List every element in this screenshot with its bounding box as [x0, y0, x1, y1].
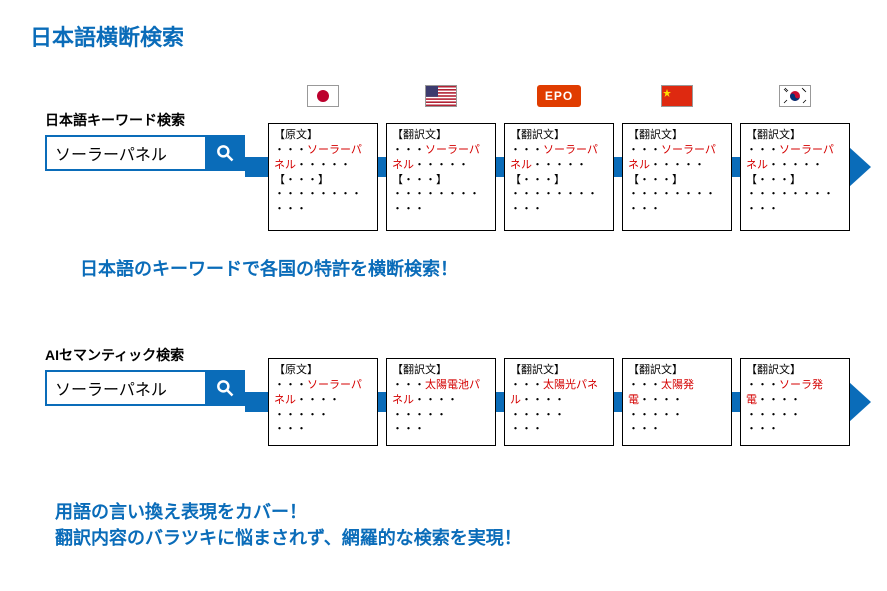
- arrow-head-2: [849, 382, 871, 422]
- result-card: 【翻訳文】 ・・・太陽発電・・・・ ・・・・・・・・: [622, 358, 732, 446]
- flag-us: [425, 85, 457, 107]
- result-card: 【翻訳文】 ・・・ソーラーパネル・・・・・ 【・・・】・・・・・・・・・・・: [740, 123, 850, 231]
- result-card: 【翻訳文】 ・・・ソーラーパネル・・・・・ 【・・・】・・・・・・・・・・・: [622, 123, 732, 231]
- result-card: 【翻訳文】 ・・・太陽電池パネル・・・・ ・・・・・・・・: [386, 358, 496, 446]
- search-box-2: [45, 370, 245, 406]
- search-input-1[interactable]: [45, 135, 205, 171]
- flag-jp: [307, 85, 339, 107]
- result-card: 【原文】 ・・・ソーラーパネル・・・・・ 【・・・】・・・・・・・・・・・: [268, 123, 378, 231]
- flag-cn: [661, 85, 693, 107]
- epo-badge: EPO: [537, 85, 581, 107]
- section2-label: AIセマンティック検索: [45, 345, 184, 365]
- result-card: 【翻訳文】 ・・・ソーラーパネル・・・・・ 【・・・】・・・・・・・・・・・: [504, 123, 614, 231]
- result-card: 【翻訳文】 ・・・ソーラ発電・・・・ ・・・・・・・・: [740, 358, 850, 446]
- search-button-2[interactable]: [205, 370, 245, 406]
- arrow-head-1: [849, 147, 871, 187]
- section1-label: 日本語キーワード検索: [45, 110, 185, 130]
- search-box-1: [45, 135, 245, 171]
- search-input-2[interactable]: [45, 370, 205, 406]
- result-card: 【翻訳文】 ・・・太陽光パネル・・・・ ・・・・・・・・: [504, 358, 614, 446]
- section1-tagline: 日本語のキーワードで各国の特許を横断検索！: [80, 255, 458, 281]
- section2-tagline-1: 用語の言い換え表現をカバー！: [55, 498, 307, 524]
- result-card: 【原文】 ・・・ソーラーパネル・・・・ ・・・・・・・・: [268, 358, 378, 446]
- search-icon: [215, 378, 235, 398]
- result-card: 【翻訳文】 ・・・ソーラーパネル・・・・・ 【・・・】・・・・・・・・・・・: [386, 123, 496, 231]
- main-title: 日本語横断検索: [30, 20, 184, 52]
- section2-tagline-2: 翻訳内容のバラツキに悩まされず、網羅的な検索を実現！: [55, 524, 522, 550]
- flag-kr: [779, 85, 811, 107]
- search-button-1[interactable]: [205, 135, 245, 171]
- search-icon: [215, 143, 235, 163]
